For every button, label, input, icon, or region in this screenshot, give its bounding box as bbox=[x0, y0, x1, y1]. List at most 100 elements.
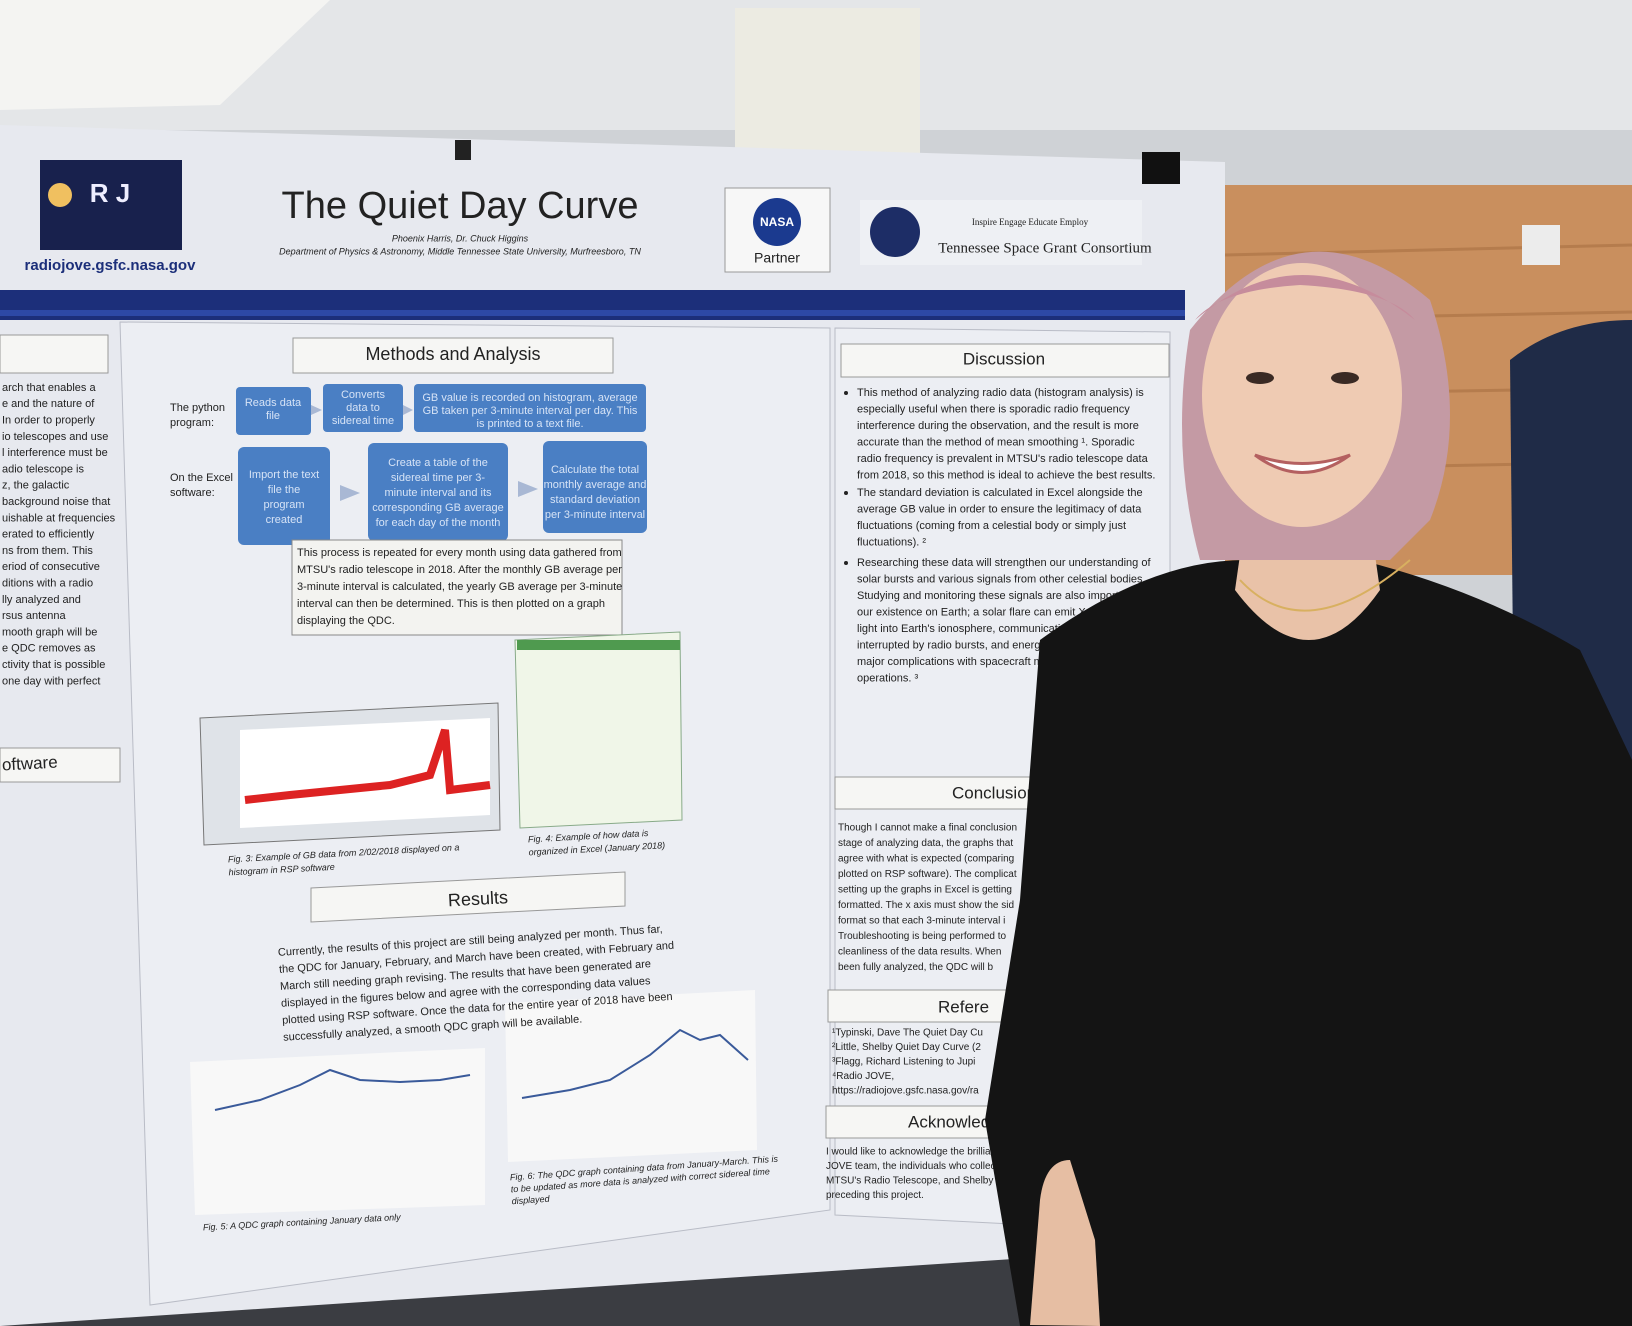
bullet-line: Studying and monitoring these signals ar… bbox=[857, 590, 1150, 602]
conclusion-line: Troubleshooting is being performed to bbox=[838, 931, 1007, 942]
necklace bbox=[1239, 559, 1411, 612]
flow-step: file the bbox=[268, 484, 300, 496]
spreadsheet bbox=[514, 631, 683, 829]
note-box bbox=[291, 539, 623, 636]
left-heading-box bbox=[0, 334, 109, 374]
heading-box bbox=[840, 343, 1170, 378]
flow-arrows bbox=[311, 405, 538, 501]
conclusion-line: stage of analyzing data, the graphs that bbox=[838, 838, 1013, 849]
poster-title: The Quiet Day Curve bbox=[282, 185, 639, 227]
clip bbox=[1142, 152, 1180, 184]
left-column-line: ditions with a radio bbox=[2, 578, 93, 590]
reference-line: ⁴Radio JOVE, bbox=[832, 1071, 894, 1082]
conclusion-line: Though I cannot make a final conclusion bbox=[838, 823, 1017, 834]
left-column-line: erated to efficiently bbox=[2, 529, 95, 541]
method-note: interval can then be determined. This is… bbox=[297, 598, 605, 610]
bullet bbox=[844, 391, 848, 395]
bullet-line: Researching these data will strengthen o… bbox=[857, 557, 1151, 569]
acknowledgement-line: preceding this project. bbox=[826, 1190, 924, 1201]
section-heading: Refere bbox=[938, 997, 989, 1016]
section-heading: Results bbox=[447, 887, 508, 910]
eye bbox=[1331, 372, 1359, 384]
flow-step: monthly average and bbox=[544, 479, 647, 491]
rsp-plot-area bbox=[240, 718, 490, 828]
flow-step: program bbox=[264, 499, 305, 511]
logo-url: radiojove.gsfc.nasa.gov bbox=[25, 257, 197, 274]
left-column-line: In order to properly bbox=[2, 415, 95, 427]
section-heading: Conclusion bbox=[952, 783, 1036, 802]
left-column-line: arch that enables a bbox=[2, 382, 96, 394]
conclusion-line: formatted. The x axis must show the sid bbox=[838, 900, 1014, 911]
pillar bbox=[735, 8, 920, 168]
qdc-trace bbox=[214, 1068, 471, 1111]
left-column-line: eriod of consecutive bbox=[2, 561, 100, 573]
acknowledgement-line: I would like to acknowledge the brillian… bbox=[826, 1147, 1015, 1158]
conclusion-line: format so that each 3-minute interval i bbox=[838, 916, 1005, 927]
conclusion-line: agree with what is expected (comparing bbox=[838, 854, 1014, 865]
flow-step: data to bbox=[346, 402, 380, 414]
nasa-mark: NASA bbox=[760, 215, 794, 229]
bullet-line: interference during the observation, and… bbox=[857, 420, 1139, 432]
left-column-line: lly analyzed and bbox=[2, 594, 81, 606]
tsgc-seal bbox=[870, 207, 920, 257]
left-column-line: uishable at frequencies bbox=[2, 512, 116, 524]
bullet-line: operations. ³ bbox=[857, 672, 918, 684]
flow-step: Import the text bbox=[249, 469, 319, 481]
flow-step: GB value is recorded on histogram, avera… bbox=[422, 392, 637, 404]
flow-boxes bbox=[236, 384, 647, 545]
conclusion-line: cleanliness of the data results. When bbox=[838, 947, 1001, 958]
flow-step: standard deviation bbox=[550, 494, 640, 506]
bullet-line: from 2018, so this method is ideal to ac… bbox=[857, 469, 1155, 481]
section-heading: Methods and Analysis bbox=[365, 344, 540, 364]
left-column-line: mooth graph will be bbox=[2, 626, 97, 638]
left-column-line: z, the galactic bbox=[2, 480, 70, 492]
left-column-line: rsus antenna bbox=[2, 610, 66, 622]
method-note: 3-minute interval is calculated, the yea… bbox=[297, 581, 622, 593]
flow-step: Calculate the total bbox=[551, 464, 639, 476]
smile bbox=[1254, 453, 1351, 474]
flow-step: Reads data bbox=[245, 397, 302, 409]
bullet-line: fluctuations). ² bbox=[857, 536, 926, 548]
left-column-line: ns from them. This bbox=[2, 545, 93, 557]
flow-step: Create a table of the bbox=[388, 457, 488, 469]
person bbox=[985, 251, 1632, 1326]
method-note: This process is repeated for every month… bbox=[297, 547, 622, 559]
qdc-trace bbox=[521, 1028, 749, 1099]
bullet-line: especially useful when there is sporadic… bbox=[857, 403, 1130, 415]
nasa-label: Partner bbox=[754, 250, 800, 266]
hand bbox=[1030, 1160, 1100, 1326]
light bbox=[0, 0, 330, 110]
acknowledgement-line: MTSU's Radio Telescope, and Shelby Littl… bbox=[826, 1176, 1024, 1187]
reference-line: https://radiojove.gsfc.nasa.gov/ra bbox=[832, 1086, 979, 1097]
flow-label: software: bbox=[170, 487, 215, 499]
left-column-line: ctivity that is possible bbox=[2, 659, 105, 671]
logo-wordmark: R J bbox=[90, 178, 130, 208]
flow-label: On the Excel bbox=[170, 472, 233, 484]
nasa-meatball bbox=[753, 198, 801, 246]
authors: Phoenix Harris, Dr. Chuck Higgins bbox=[392, 233, 529, 243]
left-column-line: adio telescope is bbox=[2, 463, 84, 475]
reference-line: ³Flagg, Richard Listening to Jupi bbox=[832, 1057, 975, 1068]
bullet-line: interrupted by radio bursts, and energet… bbox=[857, 639, 1088, 651]
flow-step: Converts bbox=[341, 389, 386, 401]
conclusion-line: plotted on RSP software). The complicat bbox=[838, 869, 1017, 880]
flow-label: program: bbox=[170, 417, 214, 429]
qdc-graph-jan bbox=[190, 1048, 485, 1215]
bullet-line: light into Earth's ionosphere, communica… bbox=[857, 623, 1114, 635]
bullet-line: average GB value in order to ensure the … bbox=[857, 503, 1142, 515]
eye bbox=[1246, 372, 1274, 384]
flow-step: is printed to a text file. bbox=[477, 418, 584, 430]
flow-step: sidereal time per 3- bbox=[391, 472, 485, 484]
bullet-line: major complications with spacecraft miss… bbox=[857, 656, 1065, 668]
bullet-line: solar bursts and various signals from ot… bbox=[857, 573, 1146, 585]
left-column-line: e QDC removes as bbox=[2, 643, 96, 655]
left-column-line: l interference must be bbox=[2, 447, 108, 459]
left-column-line: background noise that bbox=[2, 496, 110, 508]
qdc-graph-jan-mar bbox=[505, 990, 757, 1162]
bullet-line: The standard deviation is calculated in … bbox=[857, 487, 1143, 499]
tsgc-motto: Inspire Engage Educate Employ bbox=[972, 217, 1089, 227]
bangs bbox=[1195, 275, 1415, 320]
section-heading: oftware bbox=[1, 753, 58, 775]
